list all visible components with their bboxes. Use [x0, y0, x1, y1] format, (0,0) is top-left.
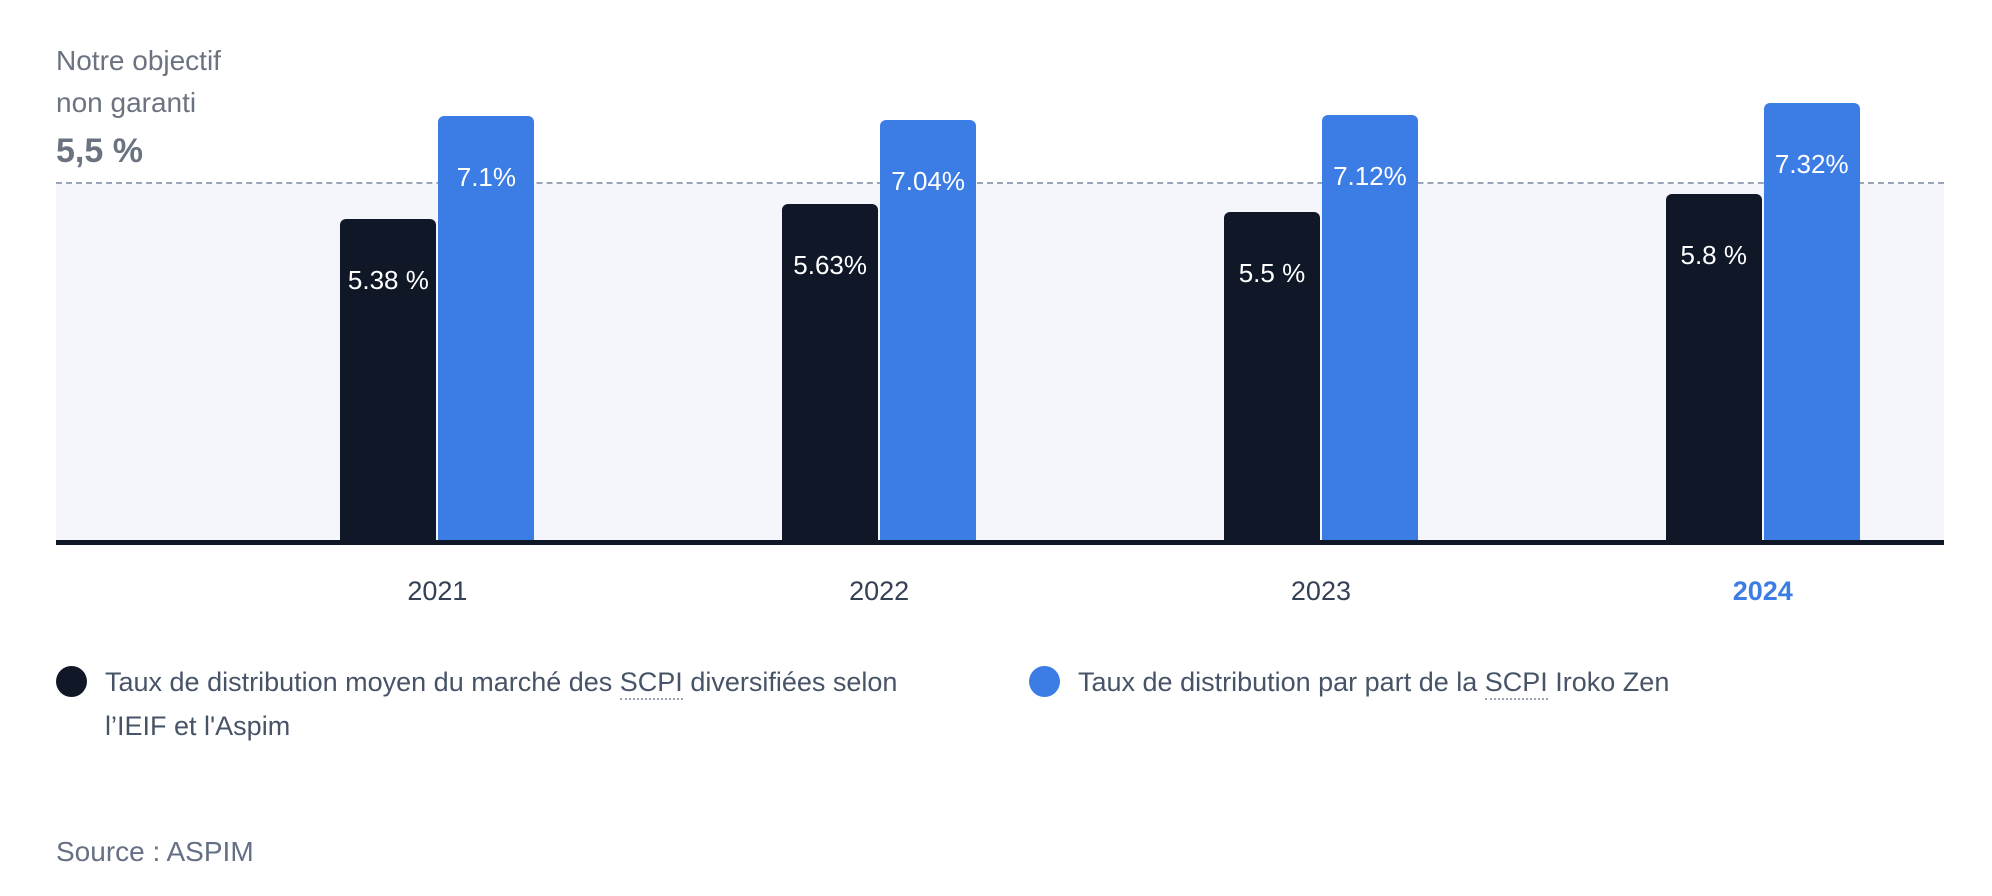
market-bar-2024: 5.8 %: [1665, 194, 1762, 540]
objective-annotation: Notre objectif non garanti 5,5 %: [56, 40, 221, 171]
bar-pair-2021: 5.38 % 7.1%: [340, 116, 535, 540]
bar-value-label: 5.63%: [793, 250, 868, 280]
bar-value-label: 7.12%: [1333, 161, 1407, 191]
bar-value-label: 7.1%: [456, 162, 516, 192]
objective-line2: non garanti: [56, 87, 197, 118]
bar-pair-2022: 5.63% 7.04%: [782, 120, 977, 540]
legend-iroko-text-before: Taux de distribution par part de la: [1078, 667, 1485, 697]
market-bar-2023: 5.5 %: [1223, 212, 1320, 540]
bar-pair-2024: 5.8 % 7.32%: [1665, 103, 1860, 540]
x-axis: [56, 540, 1944, 545]
year-label-2023: 2023: [1290, 576, 1351, 606]
bar-value-label: 7.04%: [891, 166, 966, 196]
legend-iroko-text-after: Iroko Zen: [1547, 667, 1670, 697]
year-label-2022: 2022: [849, 576, 910, 606]
legend-label-market: Taux de distribution moyen du marché des…: [105, 660, 935, 748]
legend-dot-market: [56, 666, 87, 697]
legend-dot-iroko: [1029, 666, 1060, 697]
legend-item-market: Taux de distribution moyen du marché des…: [56, 660, 935, 748]
objective-value: 5,5 %: [56, 132, 143, 170]
objective-reference-line: [56, 182, 1944, 184]
bar-value-label: 5.38 %: [347, 265, 429, 295]
legend-label-iroko: Taux de distribution par part de la SCPI…: [1078, 660, 1669, 704]
market-bar-2022: 5.63%: [782, 204, 879, 540]
bar-value-label: 5.5 %: [1238, 258, 1306, 288]
scpi-term[interactable]: SCPI: [619, 667, 683, 700]
year-label-2024: 2024: [1732, 576, 1793, 606]
legend-item-iroko: Taux de distribution par part de la SCPI…: [1029, 660, 1669, 704]
legend: Taux de distribution moyen du marché des…: [56, 660, 1944, 770]
iroko-bar-2022: 7.04%: [880, 120, 977, 540]
market-bar-2021: 5.38 %: [340, 219, 437, 540]
bar-value-label: 7.32%: [1774, 149, 1849, 179]
legend-market-text-after: diversifiées selon l’IEIF et l'Aspim: [105, 667, 898, 741]
plot-background: [56, 184, 1944, 540]
source-note: Source : ASPIM: [56, 836, 254, 867]
objective-line1: Notre objectif: [56, 45, 221, 76]
year-label-2021: 2021: [407, 576, 468, 606]
iroko-bar-2021: 7.1%: [438, 116, 535, 540]
iroko-bar-2024: 7.32%: [1763, 103, 1860, 540]
bar-value-label: 5.8 %: [1680, 240, 1748, 270]
bar-chart: Notre objectif non garanti 5,5 % 5.38 % 7…: [56, 0, 1944, 620]
bar-pair-2023: 5.5 % 7.12%: [1223, 115, 1418, 540]
iroko-bar-2023: 7.12%: [1321, 115, 1418, 540]
legend-market-text-before: Taux de distribution moyen du marché des: [105, 667, 620, 697]
scpi-term[interactable]: SCPI: [1484, 667, 1548, 700]
